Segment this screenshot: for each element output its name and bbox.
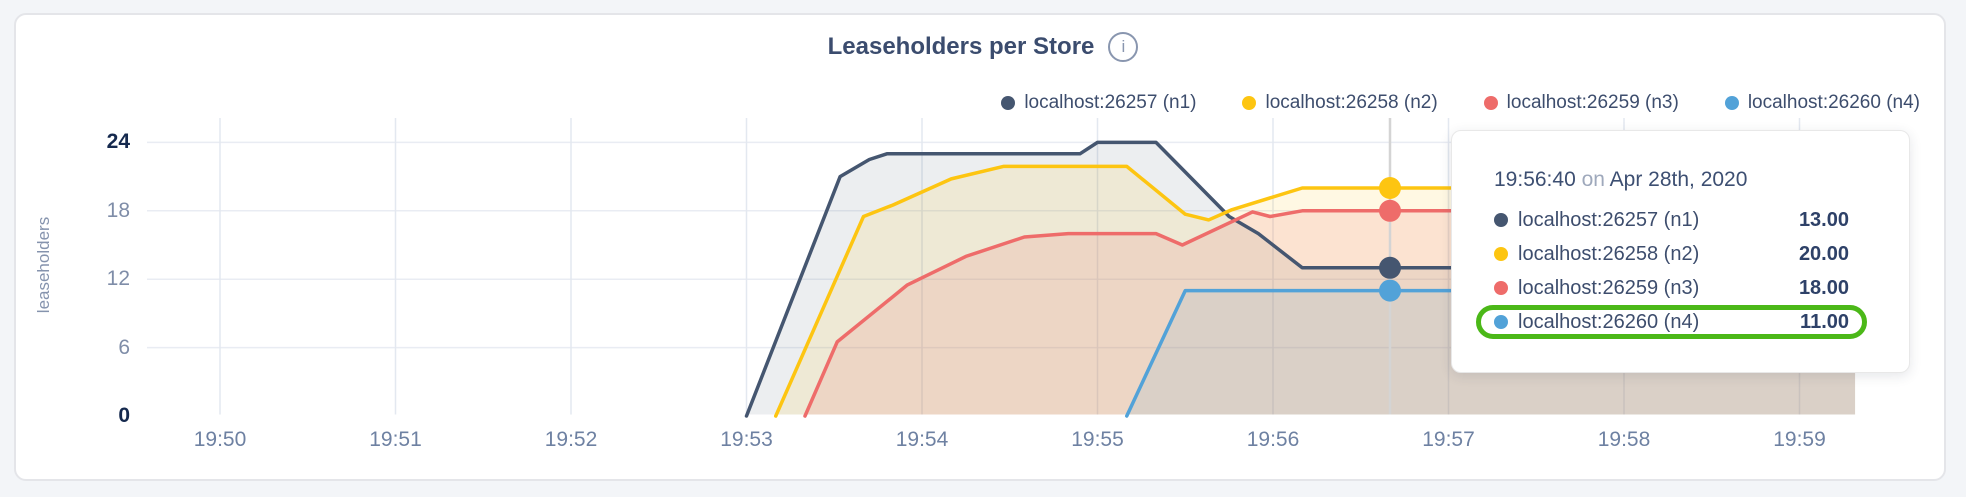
x-axis-tick-label: 19:57 [1422,428,1475,451]
tooltip-timestamp: 19:56:40 on Apr 28th, 2020 [1494,167,1849,193]
tooltip-row-label: localhost:26260 (n4) [1518,311,1700,333]
y-axis-tick-label: 12 [106,267,130,291]
tooltip-row-value: 20.00 [1798,243,1849,265]
series-line-1 [774,164,1857,418]
legend-item-n4[interactable]: localhost:26260 (n4) [1724,92,1920,114]
tooltip-time: 19:56:40 [1494,168,1576,191]
tooltip-on-word: on [1581,168,1605,191]
chart-header: Leaseholders per Store i [0,32,1966,62]
series-dot-icon [1494,315,1508,329]
x-axis-tick-label: 19:55 [1071,428,1124,451]
tooltip-row-value: 11.00 [1800,311,1849,333]
x-axis-tick-label: 19:52 [544,428,598,451]
series-dot-icon [1242,96,1257,110]
tooltip-row-value: 18.00 [1798,277,1849,299]
tooltip-row-label: localhost:26257 (n1) [1518,209,1700,231]
series-line-2 [803,209,1857,418]
series-dot-icon [1494,213,1508,227]
x-axis-tick-label: 19:53 [720,428,773,451]
hover-dot-1 [1379,177,1401,199]
hover-dot-2 [1379,199,1401,222]
legend-label: localhost:26259 (n3) [1506,92,1679,113]
tooltip-row-label: localhost:26259 (n3) [1518,277,1700,299]
series-dot-icon [1483,96,1498,110]
y-axis-tick-label: 6 [118,335,130,359]
y-axis-tick-label: 0 [118,404,130,427]
x-axis-tick-label: 19:50 [193,428,247,451]
x-axis-tick-label: 19:58 [1597,428,1651,451]
legend-item-n1[interactable]: localhost:26257 (n1) [1001,92,1196,114]
legend-label: localhost:26260 (n4) [1747,92,1920,113]
legend-item-n2[interactable]: localhost:26258 (n2) [1242,92,1438,114]
hover-dot-3 [1379,279,1401,302]
series-dot-icon [1724,96,1739,110]
legend-label: localhost:26257 (n1) [1024,92,1197,113]
page-title: Leaseholders per Store [827,33,1095,60]
legend-label: localhost:26258 (n2) [1265,92,1438,113]
info-icon[interactable]: i [1108,32,1139,62]
chart-legend: localhost:26257 (n1) localhost:26258 (n2… [1001,92,1920,114]
series-line-0 [744,140,1857,418]
series-dot-icon [1001,96,1016,110]
hover-tooltip: 19:56:40 on Apr 28th, 2020 localhost:262… [1451,130,1910,373]
tooltip-row-n1: localhost:26257 (n1) 13.00 [1476,203,1867,237]
tooltip-row-n4-highlighted: localhost:26260 (n4) 11.00 [1476,305,1867,339]
tooltip-row-n2: localhost:26258 (n2) 20.00 [1476,237,1867,271]
tooltip-row-n3: localhost:26259 (n3) 18.00 [1476,271,1867,305]
y-axis-tick-label: 18 [106,198,130,222]
x-axis-tick-label: 19:56 [1246,428,1300,451]
tooltip-date: Apr 28th, 2020 [1609,168,1748,191]
x-axis-tick-label: 19:59 [1773,428,1826,451]
y-axis-tick-label: 24 [106,130,130,154]
legend-item-n3[interactable]: localhost:26259 (n3) [1483,92,1679,114]
x-axis-tick-label: 19:51 [369,428,422,451]
tooltip-row-value: 13.00 [1798,209,1849,231]
tooltip-row-label: localhost:26258 (n2) [1518,243,1700,265]
series-dot-icon [1494,281,1508,295]
hover-dot-0 [1379,256,1401,279]
series-dot-icon [1494,247,1508,261]
x-axis-tick-label: 19:54 [895,428,949,451]
